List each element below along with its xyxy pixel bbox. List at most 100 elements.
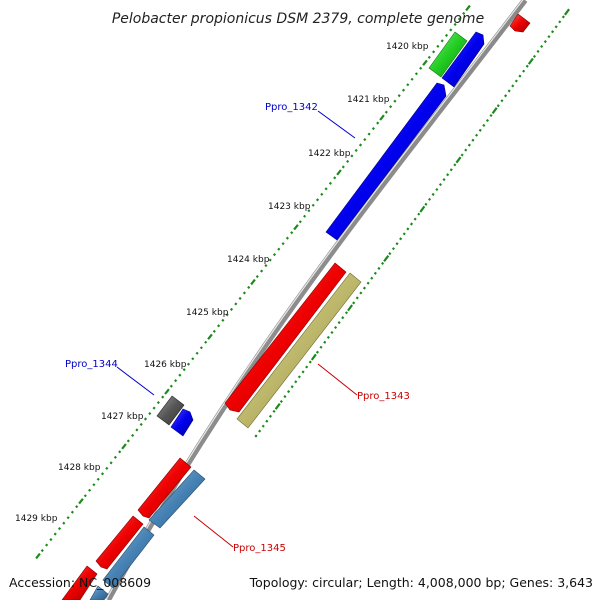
scale-tick-minor xyxy=(367,132,371,136)
gene-steel-2[interactable] xyxy=(102,526,155,589)
gene-steel-1[interactable] xyxy=(148,469,206,529)
scale-tick-minor xyxy=(431,192,435,196)
scale-tick-minor xyxy=(424,202,428,206)
scale-tick-minor xyxy=(417,212,421,216)
accession-text: Accession: NC_008609 xyxy=(9,575,151,590)
scale-tick-minor xyxy=(478,128,482,132)
gene-ppro-1343[interactable] xyxy=(224,262,347,413)
scale-tick-minor xyxy=(435,187,439,192)
scale-tick-minor xyxy=(330,330,334,335)
scale-label-1421: 1421 kbp xyxy=(347,95,390,105)
gene-green[interactable] xyxy=(428,31,468,78)
scale-tick-minor xyxy=(88,488,92,492)
scale-tick-minor xyxy=(406,227,410,231)
scale-tick-minor xyxy=(366,281,370,285)
gene-label-ppro-1344[interactable]: Ppro_1344 xyxy=(65,359,155,396)
scale-tick-major xyxy=(78,498,84,505)
scale-tick-minor xyxy=(66,516,70,520)
scale-label-1422: 1422 kbp xyxy=(308,149,351,159)
scale-tick-minor xyxy=(475,133,479,137)
scale-tick-minor xyxy=(358,143,363,147)
scale-tick-minor xyxy=(389,105,393,109)
gene-blue-small[interactable] xyxy=(170,408,194,437)
scale-tick-minor xyxy=(460,153,464,157)
map-title: Pelobacter propionicus DSM 2379, complet… xyxy=(112,11,484,27)
scale-tick-minor xyxy=(432,50,436,54)
scale-tick-minor xyxy=(373,271,377,275)
scale-tick-minor xyxy=(333,176,337,180)
scale-tick-minor xyxy=(307,209,311,213)
scale-tick-minor xyxy=(391,247,395,251)
scale-tick-minor xyxy=(323,340,327,344)
scale-tick-minor xyxy=(371,127,375,131)
scale-tick-minor xyxy=(261,424,265,428)
scale-tick-minor xyxy=(272,253,277,257)
scale-tick-minor xyxy=(355,296,359,300)
scale-tick-minor xyxy=(409,222,414,226)
scale-tick-minor xyxy=(152,406,156,410)
scale-tick-minor xyxy=(126,439,130,443)
gene-red-top[interactable] xyxy=(509,13,531,33)
scale-tick-minor xyxy=(105,466,109,470)
scale-tick-minor xyxy=(444,33,449,37)
scale-tick-minor xyxy=(518,74,522,78)
genome-summary-text: Topology: circular; Length: 4,008,000 bp… xyxy=(249,575,593,590)
gene-label-ppro-1345[interactable]: Ppro_1345 xyxy=(193,515,286,554)
scale-tick-minor xyxy=(212,329,216,333)
gene-ppro-1344[interactable] xyxy=(156,395,185,426)
scale-tick-minor xyxy=(384,110,388,114)
scale-tick-minor xyxy=(399,237,403,241)
scale-tick-minor xyxy=(402,232,406,236)
scale-tick-minor xyxy=(217,324,221,328)
scale-tick-minor xyxy=(161,395,165,399)
scale-tick-major xyxy=(274,402,281,410)
scale-tick-minor xyxy=(453,163,457,167)
scale-tick-minor xyxy=(264,264,268,268)
scale-tick-minor xyxy=(449,28,453,32)
scale-tick-minor xyxy=(277,247,281,251)
scale-tick-minor xyxy=(135,428,139,432)
scale-tick-minor xyxy=(92,483,96,487)
scale-tick-minor xyxy=(449,168,453,172)
scale-tick-minor xyxy=(290,231,294,235)
scale-tick-minor xyxy=(118,450,122,454)
scale-tick-minor xyxy=(496,104,500,108)
gene-ppro-1342[interactable] xyxy=(325,82,447,241)
scale-tick-major xyxy=(250,278,256,286)
scale-tick-minor xyxy=(489,113,493,118)
gene-red-lower-2[interactable] xyxy=(95,515,144,570)
scale-tick-minor xyxy=(522,69,526,73)
gene-blue-top[interactable] xyxy=(441,31,485,88)
gene-steel-3[interactable] xyxy=(89,585,109,600)
scale-tick-minor xyxy=(547,35,551,39)
scale-tick-minor xyxy=(139,422,143,426)
scale-tick-minor xyxy=(308,360,312,364)
scale-tick-minor xyxy=(195,351,199,355)
scale-tick-minor xyxy=(234,302,238,306)
scale-tick-minor xyxy=(419,66,423,70)
gene-red-lower-3[interactable] xyxy=(61,565,98,600)
gene-label-ppro-1343[interactable]: Ppro_1343 xyxy=(317,363,410,402)
scale-tick-minor xyxy=(482,123,486,127)
scale-tick-minor xyxy=(297,375,301,379)
scale-ticks-left xyxy=(35,4,471,560)
scale-tick-minor xyxy=(344,311,348,315)
gene-khaki[interactable] xyxy=(236,272,362,429)
scale-tick-minor xyxy=(285,236,289,240)
scale-tick-minor xyxy=(272,409,276,413)
scale-tick-minor xyxy=(554,25,558,29)
scale-tick-minor xyxy=(320,192,324,196)
scale-tick-minor xyxy=(359,291,363,295)
scale-tick-major xyxy=(422,59,428,66)
scale-tick-major xyxy=(164,388,170,395)
scale-tick-minor xyxy=(453,22,457,26)
gene-red-lower-1[interactable] xyxy=(137,457,192,519)
scale-tick-minor xyxy=(268,258,272,262)
gene-label-ppro-1342[interactable]: Ppro_1342 xyxy=(265,102,356,139)
scale-label-1427: 1427 kbp xyxy=(101,412,144,422)
scale-tick-minor xyxy=(334,325,338,330)
scale-tick-minor xyxy=(290,385,294,389)
scale-tick-minor xyxy=(471,138,475,142)
scale-tick-minor xyxy=(287,390,291,394)
